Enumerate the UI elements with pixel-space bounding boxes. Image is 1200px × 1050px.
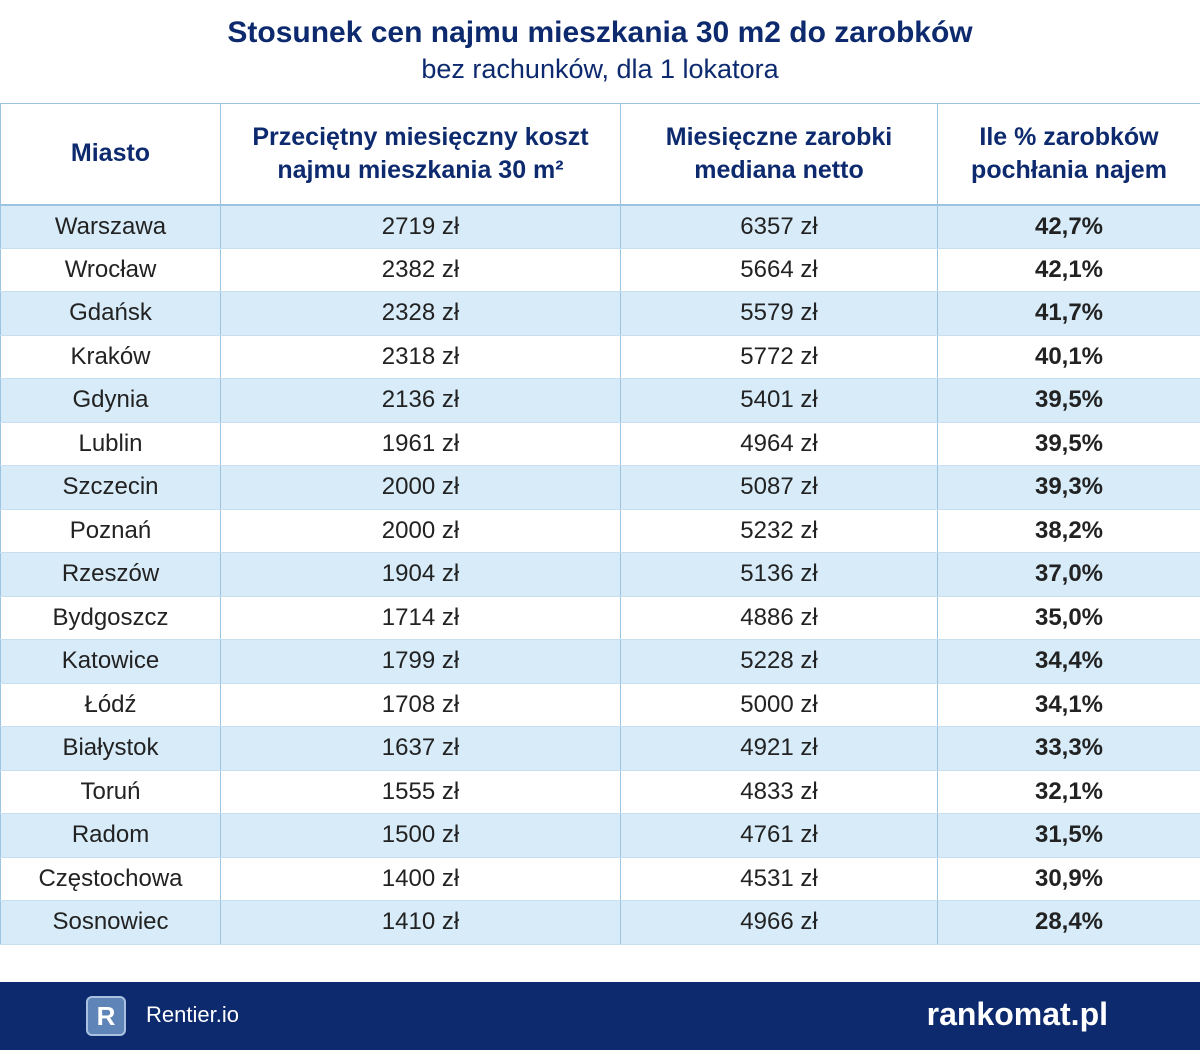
value-cell: 39,5%	[937, 378, 1200, 423]
city-cell: Toruń	[0, 770, 221, 814]
value-cell: 5232 zł	[620, 509, 938, 553]
value-cell: 5772 zł	[620, 335, 938, 379]
value-cell: 1555 zł	[220, 770, 621, 814]
value-cell: 34,4%	[937, 639, 1200, 684]
value-cell: 2000 zł	[220, 509, 621, 553]
value-cell: 2136 zł	[220, 378, 621, 423]
value-cell: 1637 zł	[220, 726, 621, 771]
table-row: Katowice 1799 zł 5228 zł 34,4%	[0, 639, 1200, 684]
header-row: Miasto Przeciętny miesięczny koszt najmu …	[0, 103, 1200, 206]
subtitle: bez rachunków, dla 1 lokatora	[421, 54, 779, 84]
column-header: Miasto	[0, 103, 221, 206]
table-row: Białystok 1637 zł 4921 zł 33,3%	[0, 726, 1200, 771]
value-cell: 5579 zł	[620, 291, 938, 336]
table-row: Łódź 1708 zł 5000 zł 34,1%	[0, 683, 1200, 727]
value-cell: 37,0%	[937, 552, 1200, 597]
table-row: Częstochowa 1400 zł 4531 zł 30,9%	[0, 857, 1200, 901]
table-row: Kraków 2318 zł 5772 zł 40,1%	[0, 335, 1200, 379]
value-cell: 2719 zł	[220, 204, 621, 249]
value-cell: 35,0%	[937, 596, 1200, 640]
value-cell: 2000 zł	[220, 465, 621, 510]
table-row: Radom 1500 zł 4761 zł 31,5%	[0, 813, 1200, 858]
value-cell: 4833 zł	[620, 770, 938, 814]
table-row: Gdańsk 2328 zł 5579 zł 41,7%	[0, 291, 1200, 336]
value-cell: 30,9%	[937, 857, 1200, 901]
title: Stosunek cen najmu mieszkania 30 m2 do z…	[227, 16, 973, 49]
value-cell: 6357 zł	[620, 204, 938, 249]
logo: R	[86, 996, 126, 1036]
city-cell: Gdańsk	[0, 291, 221, 336]
city-cell: Częstochowa	[0, 857, 221, 901]
value-cell: 1714 zł	[220, 596, 621, 640]
city-cell: Lublin	[0, 422, 221, 466]
table-row: Gdynia 2136 zł 5401 zł 39,5%	[0, 378, 1200, 423]
value-cell: 5136 zł	[620, 552, 938, 597]
value-cell: 5401 zł	[620, 378, 938, 423]
table-row: Rzeszów 1904 zł 5136 zł 37,0%	[0, 552, 1200, 597]
value-cell: 1400 zł	[220, 857, 621, 901]
city-cell: Bydgoszcz	[0, 596, 221, 640]
column-header: Ile % zarobków pochłania najem	[937, 103, 1200, 206]
table-row: Toruń 1555 zł 4833 zł 32,1%	[0, 770, 1200, 814]
brand: rankomat.pl	[926, 996, 1108, 1032]
value-cell: 41,7%	[937, 291, 1200, 336]
value-cell: 1961 zł	[220, 422, 621, 466]
value-cell: 5087 zł	[620, 465, 938, 510]
value-cell: 40,1%	[937, 335, 1200, 379]
column-header: Miesięczne zarobki mediana netto	[620, 103, 938, 206]
value-cell: 1799 zł	[220, 639, 621, 684]
table-row: Lublin 1961 zł 4964 zł 39,5%	[0, 422, 1200, 466]
value-cell: 42,7%	[937, 204, 1200, 249]
value-cell: 1500 zł	[220, 813, 621, 858]
value-cell: 31,5%	[937, 813, 1200, 858]
value-cell: 34,1%	[937, 683, 1200, 727]
value-cell: 5228 zł	[620, 639, 938, 684]
city-cell: Białystok	[0, 726, 221, 771]
value-cell: 1708 zł	[220, 683, 621, 727]
value-cell: 2328 zł	[220, 291, 621, 336]
value-cell: 32,1%	[937, 770, 1200, 814]
table-body: Warszawa 2719 zł 6357 zł 42,7% Wrocław 2382 z…	[0, 204, 1200, 945]
value-cell: 1410 zł	[220, 900, 621, 945]
value-cell: 39,5%	[937, 422, 1200, 466]
value-cell: 5664 zł	[620, 248, 938, 292]
value-cell: 2382 zł	[220, 248, 621, 292]
value-cell: 4966 zł	[620, 900, 938, 945]
value-cell: 4761 zł	[620, 813, 938, 858]
city-cell: Szczecin	[0, 465, 221, 510]
table-row: Szczecin 2000 zł 5087 zł 39,3%	[0, 465, 1200, 510]
city-cell: Poznań	[0, 509, 221, 553]
value-cell: 4531 zł	[620, 857, 938, 901]
brand: Rentier.io	[146, 1002, 239, 1027]
column-header: Przeciętny miesięczny koszt najmu mieszk…	[220, 103, 621, 206]
value-cell: 1904 zł	[220, 552, 621, 597]
value-cell: 4964 zł	[620, 422, 938, 466]
city-cell: Katowice	[0, 639, 221, 684]
table-row: Wrocław 2382 zł 5664 zł 42,1%	[0, 248, 1200, 292]
footer: R Rentier.io rankomat.pl	[0, 982, 1200, 1050]
city-cell: Gdynia	[0, 378, 221, 423]
city-cell: Wrocław	[0, 248, 221, 292]
value-cell: 39,3%	[937, 465, 1200, 510]
value-cell: 33,3%	[937, 726, 1200, 771]
value-cell: 4886 zł	[620, 596, 938, 640]
city-cell: Kraków	[0, 335, 221, 379]
value-cell: 5000 zł	[620, 683, 938, 727]
value-cell: 42,1%	[937, 248, 1200, 292]
value-cell: 2318 zł	[220, 335, 621, 379]
value-cell: 28,4%	[937, 900, 1200, 945]
data-table: Miasto Przeciętny miesięczny koszt najmu …	[0, 103, 1200, 945]
value-cell: 4921 zł	[620, 726, 938, 771]
city-cell: Rzeszów	[0, 552, 221, 597]
city-cell: Łódź	[0, 683, 221, 727]
table-row: Warszawa 2719 zł 6357 zł 42,7%	[0, 204, 1200, 249]
city-cell: Radom	[0, 813, 221, 858]
table-row: Poznań 2000 zł 5232 zł 38,2%	[0, 509, 1200, 553]
value-cell: 38,2%	[937, 509, 1200, 553]
city-cell: Warszawa	[0, 204, 221, 249]
table-row: Sosnowiec 1410 zł 4966 zł 28,4%	[0, 900, 1200, 945]
table-row: Bydgoszcz 1714 zł 4886 zł 35,0%	[0, 596, 1200, 640]
city-cell: Sosnowiec	[0, 900, 221, 945]
